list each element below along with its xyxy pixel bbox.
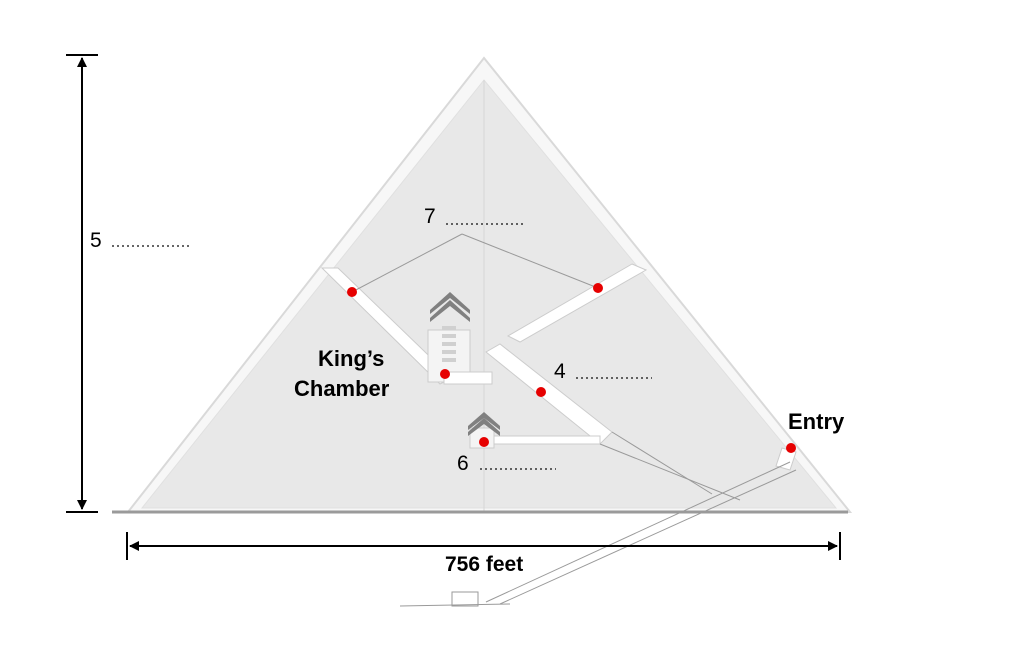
entry-label: Entry [788,409,845,434]
base-width-label: 756 feet [445,553,523,576]
marker-upper-right-shaft [593,283,603,293]
marker-grand-gallery [536,387,546,397]
marker-entry [786,443,796,453]
width-dimension [126,532,841,560]
marker-queens-chamber [479,437,489,447]
chevron-icon [430,292,500,436]
pyramid-body [125,56,853,513]
gallery-marker-label: 4 [554,360,566,383]
internal-passages [320,263,797,471]
height-marker-label: 5 [90,229,102,252]
shaft-lines [351,233,797,607]
marker-upper-left-shaft [347,287,357,297]
marker-kings-chamber [440,369,450,379]
kings-chamber-label-line2: Chamber [294,376,390,401]
height-dimension [66,54,98,513]
upper-shaft-marker-label: 7 [424,205,436,228]
location-markers [347,283,796,453]
kings-chamber-label-line1: King’s [318,346,384,371]
relieving-chamber-slots [442,326,456,362]
queens-marker-label: 6 [457,452,469,475]
